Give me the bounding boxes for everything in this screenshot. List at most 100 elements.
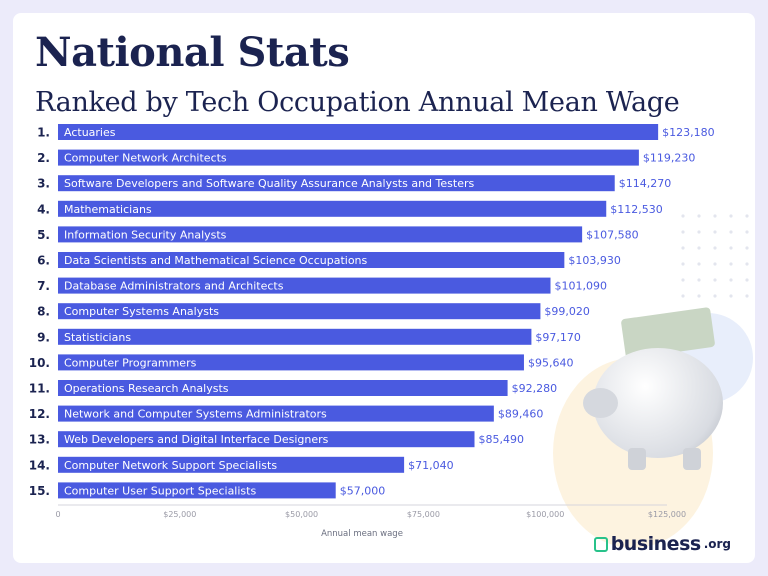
- x-tick-label: 0: [55, 510, 60, 519]
- decorative-dot: [713, 262, 717, 266]
- category-label: Database Administrators and Architects: [64, 280, 284, 293]
- bar: [58, 277, 551, 294]
- x-tick-label: $125,000: [648, 510, 686, 519]
- data-label: $92,280: [512, 382, 557, 395]
- category-label: Computer User Support Specialists: [64, 484, 256, 497]
- category-label: Mathematicians: [64, 203, 152, 216]
- piggy-bank-image: [583, 306, 733, 473]
- decorative-dot: [745, 278, 749, 282]
- decorative-dot: [745, 214, 749, 218]
- decorative-dot: [681, 294, 685, 298]
- x-axis-title: Annual mean wage: [321, 529, 403, 539]
- bar: [58, 405, 494, 422]
- brand-suffix: .org: [703, 537, 731, 551]
- bar: [58, 456, 405, 473]
- data-label: $112,530: [610, 203, 663, 216]
- x-tick-label: $25,000: [163, 510, 196, 519]
- decorative-dot: [745, 230, 749, 234]
- rank-label: 8.: [37, 305, 50, 319]
- data-label: $71,040: [408, 459, 454, 472]
- rank-label: 14.: [29, 458, 50, 472]
- decorative-dot: [713, 294, 717, 298]
- decorative-dot: [697, 246, 701, 250]
- decorative-dot: [681, 278, 685, 282]
- category-label: Operations Research Analysts: [64, 382, 229, 395]
- category-label: Software Developers and Software Quality…: [64, 177, 474, 190]
- category-label: Computer Programmers: [64, 356, 197, 369]
- bar: [58, 354, 524, 371]
- data-label: $103,930: [568, 254, 621, 267]
- data-label: $119,230: [643, 152, 696, 165]
- category-label: Network and Computer Systems Administrat…: [64, 408, 327, 421]
- bar: [58, 149, 639, 166]
- decorative-dot: [713, 230, 717, 234]
- data-label: $95,640: [528, 356, 574, 369]
- category-label: Statisticians: [64, 331, 131, 344]
- rank-label: 13.: [29, 433, 50, 447]
- data-label: $101,090: [555, 280, 608, 293]
- decorative-dot: [729, 246, 733, 250]
- decorative-dot: [729, 262, 733, 266]
- decorative-dot: [745, 246, 749, 250]
- bar: [58, 431, 475, 448]
- bar: [58, 124, 659, 140]
- decorative-dot: [681, 230, 685, 234]
- rank-label: 15.: [29, 484, 50, 498]
- rank-label: 2.: [37, 151, 50, 165]
- decorative-dot: [729, 214, 733, 218]
- data-label: $114,270: [619, 177, 672, 190]
- category-label: Information Security Analysts: [64, 228, 227, 241]
- rank-label: 4.: [37, 202, 50, 216]
- bar: [58, 303, 541, 320]
- rank-label: 10.: [29, 356, 50, 370]
- decorative-dot: [697, 230, 701, 234]
- rank-label: 3.: [37, 177, 50, 191]
- decorative-dot: [697, 294, 701, 298]
- rank-label: 12.: [29, 407, 50, 421]
- category-label: Actuaries: [64, 126, 116, 139]
- category-label: Computer Network Support Specialists: [64, 459, 277, 472]
- x-tick-label: $50,000: [285, 510, 318, 519]
- page-subtitle: Ranked by Tech Occupation Annual Mean Wa…: [35, 87, 680, 118]
- rank-label: 6.: [37, 254, 50, 268]
- x-tick-label: $100,000: [526, 510, 564, 519]
- briefcase-icon: [593, 536, 608, 552]
- category-label: Web Developers and Digital Interface Des…: [64, 433, 329, 446]
- data-label: $85,490: [479, 433, 525, 446]
- rank-label: 7.: [37, 279, 50, 293]
- data-label: $89,460: [498, 408, 544, 421]
- brand-name: business: [610, 533, 701, 555]
- decorative-dot: [713, 214, 717, 218]
- bar: [58, 380, 508, 396]
- bar: [58, 200, 607, 217]
- data-label: $57,000: [340, 484, 386, 497]
- data-label: $99,020: [544, 305, 590, 318]
- decorative-dot: [713, 278, 717, 282]
- decorative-dot: [697, 214, 701, 218]
- rank-label: 11.: [29, 382, 50, 396]
- bar: [58, 482, 336, 499]
- decorative-dot: [729, 278, 733, 282]
- decorative-dot: [697, 278, 701, 282]
- rank-label: 9.: [37, 330, 50, 344]
- decorative-dot: [713, 246, 717, 250]
- page-title: National Stats: [35, 29, 350, 76]
- decorative-dot: [745, 294, 749, 298]
- decorative-dot: [745, 262, 749, 266]
- data-label: $107,580: [586, 228, 639, 241]
- bar: [58, 175, 615, 192]
- rank-label: 5.: [37, 228, 50, 242]
- decorative-dot: [681, 262, 685, 266]
- bar: [58, 252, 565, 268]
- rank-label: 1.: [37, 126, 50, 140]
- x-tick-label: $75,000: [407, 510, 440, 519]
- bar: [58, 226, 583, 243]
- decorative-dot: [729, 294, 733, 298]
- decorative-dot: [681, 214, 685, 218]
- data-label: $97,170: [535, 331, 581, 344]
- category-label: Data Scientists and Mathematical Science…: [64, 254, 368, 267]
- bar: [58, 328, 532, 345]
- data-label: $123,180: [662, 126, 715, 139]
- brand-logo: business .org: [593, 533, 731, 555]
